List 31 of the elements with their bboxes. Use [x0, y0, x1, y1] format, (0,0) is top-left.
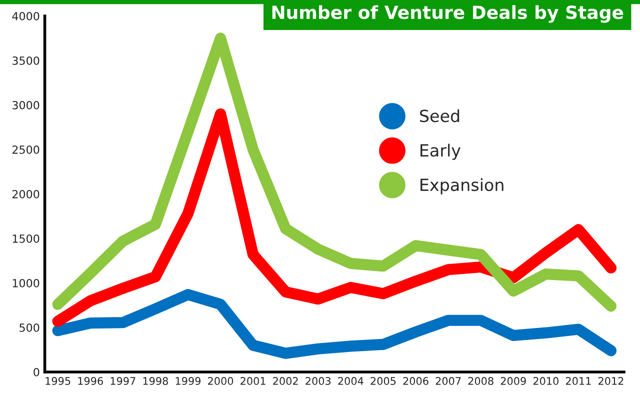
- y-tick-label: 4000: [12, 12, 40, 20]
- x-tick-label: 2010: [533, 377, 558, 385]
- chart-title: Number of Venture Deals by Stage: [272, 5, 624, 23]
- y-tick-label: 0: [34, 368, 40, 376]
- y-tick-label: 1500: [12, 234, 40, 243]
- x-tick-label: 2008: [468, 377, 494, 385]
- x-tick-label: 2001: [240, 377, 266, 385]
- y-tick-label: 3000: [12, 100, 40, 110]
- x-tick-label: 1995: [46, 377, 70, 385]
- x-tick-label: 1996: [78, 377, 103, 385]
- x-tick-label: 2000: [208, 377, 234, 385]
- y-tick-label: 2500: [12, 145, 40, 154]
- x-tick-label: 2004: [338, 377, 364, 385]
- x-tick-label: 2006: [403, 377, 428, 385]
- x-tick-label: 2003: [306, 377, 331, 385]
- x-tick-label: 2012: [598, 377, 624, 385]
- x-tick-label: 2005: [370, 377, 396, 385]
- x-tick-label: 2002: [273, 377, 298, 385]
- y-tick-label: 3500: [12, 56, 40, 65]
- y-tick-label: 1000: [12, 278, 40, 288]
- legend-label: Early: [420, 144, 461, 160]
- x-tick-label: 2011: [566, 377, 591, 385]
- x-tick-label: 1998: [143, 377, 168, 385]
- legend-label: Expansion: [420, 178, 504, 194]
- x-tick-label: 2007: [436, 377, 461, 385]
- x-tick-label: 1997: [110, 377, 136, 385]
- x-tick-label: 2009: [500, 377, 526, 385]
- y-tick-label: 500: [20, 323, 40, 332]
- y-tick-label: 2000: [12, 190, 40, 198]
- x-tick-label: 1999: [176, 377, 200, 385]
- legend-label: Seed: [420, 109, 460, 122]
